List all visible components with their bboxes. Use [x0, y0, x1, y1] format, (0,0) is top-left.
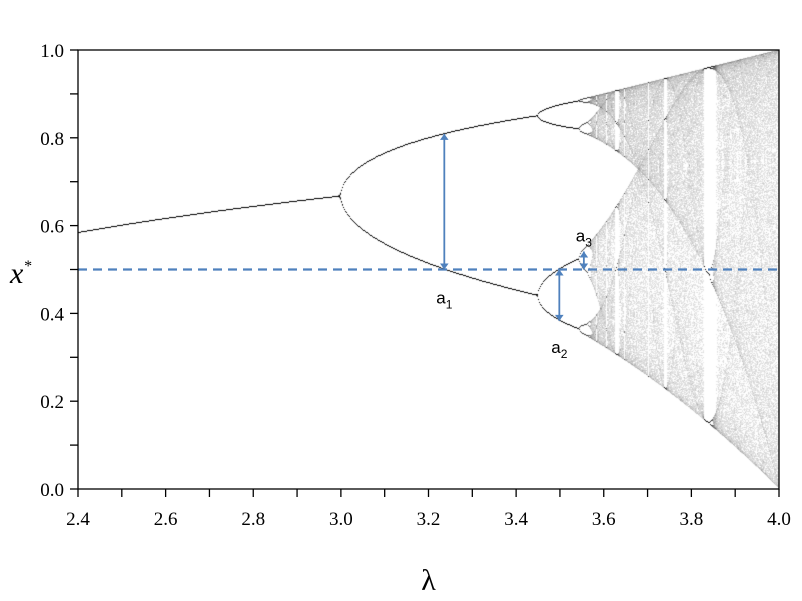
- y-tick-label: 0.2: [40, 392, 64, 413]
- x-axis-title: λ: [421, 564, 436, 597]
- annotation-arrows: a1 a2 a3: [436, 133, 592, 361]
- y-axis-title-base: x: [9, 257, 24, 290]
- arrow-head: [555, 269, 564, 276]
- annotation-label-1: a1: [436, 289, 452, 312]
- y-tick-label: 1.0: [40, 41, 64, 62]
- x-tick-label: 2.8: [241, 509, 265, 530]
- arrow-head: [440, 263, 449, 270]
- x-axis-ticks: 2.4 2.6 2.8 3.0 3.2 3.4 3.6 3.8 4.0: [66, 489, 791, 530]
- annotation-label-3: a3: [576, 227, 592, 250]
- x-tick-label: 3.0: [329, 509, 353, 530]
- x-tick-label: 3.4: [504, 509, 528, 530]
- x-tick-label: 4.0: [767, 509, 791, 530]
- y-tick-label: 0.4: [40, 304, 64, 325]
- x-tick-label: 3.6: [592, 509, 616, 530]
- y-tick-label: 0.6: [40, 217, 64, 238]
- y-axis-title: x*: [9, 257, 31, 290]
- x-tick-label: 2.6: [154, 509, 178, 530]
- y-tick-label: 0.8: [40, 129, 64, 150]
- arrow-head: [440, 133, 449, 140]
- y-axis-ticks: 0.0 0.2 0.4 0.6 0.8 1.0: [40, 41, 78, 501]
- arrow-head: [579, 263, 589, 270]
- annotation-label-2: a2: [551, 338, 567, 361]
- y-tick-label: 0.0: [40, 480, 64, 501]
- x-tick-label: 3.8: [680, 509, 704, 530]
- x-tick-label: 2.4: [66, 509, 90, 530]
- y-axis-title-superscript: *: [23, 258, 31, 275]
- x-tick-label: 3.2: [417, 509, 441, 530]
- arrow-head: [555, 314, 564, 321]
- arrow-head: [579, 251, 589, 258]
